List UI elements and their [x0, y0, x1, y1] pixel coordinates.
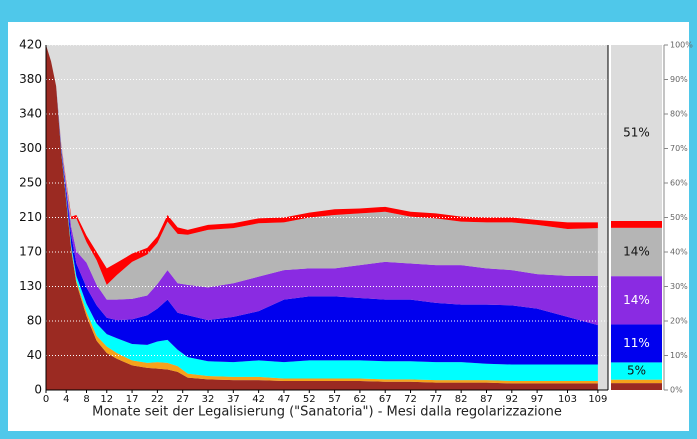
x-tick-label: 103: [558, 394, 577, 405]
share-segment: [611, 324, 662, 363]
y2-tick-label: 30%: [670, 282, 688, 291]
x-tick-label: 87: [480, 394, 493, 405]
y-tick-label: 380: [19, 72, 42, 86]
area: [46, 45, 598, 285]
y-tick-label: 250: [19, 176, 42, 190]
x-tick-label: 4: [63, 394, 69, 405]
y2-tick-label: 10%: [670, 351, 688, 360]
area: [46, 45, 598, 390]
area: [46, 45, 598, 326]
share-segment: [611, 276, 662, 325]
x-tick-label: 92: [505, 394, 518, 405]
y2-tick-label: 70%: [670, 144, 688, 153]
share-segment: [611, 383, 662, 390]
x-tick-label: 12: [100, 394, 113, 405]
x-tick-label: 17: [126, 394, 139, 405]
y-tick-label: 0: [34, 383, 42, 397]
y2-tick-label: 0%: [670, 386, 683, 395]
x-tick-label: 57: [328, 394, 341, 405]
x-axis-label: Monate seit der Legalisierung ("Sanatori…: [92, 405, 562, 420]
share-segment: [611, 362, 662, 380]
x-tick-label: 82: [455, 394, 468, 405]
x-tick-label: 8: [83, 394, 89, 405]
area: [46, 45, 598, 300]
share-label: 14%: [623, 293, 650, 307]
y2-tick-label: 80%: [670, 110, 688, 119]
y-tick-label: 420: [19, 38, 42, 52]
x-tick-label: 77: [429, 394, 442, 405]
y-tick-label: 210: [19, 210, 42, 224]
y-tick-label: 340: [19, 107, 42, 121]
y-tick-label: 130: [19, 279, 42, 293]
share-segment: [611, 45, 662, 221]
share-label: 51%: [623, 125, 650, 139]
x-tick-label: 32: [202, 394, 215, 405]
y2-tick-label: 100%: [670, 41, 693, 50]
x-tick-label: 67: [379, 394, 392, 405]
y-tick-label: 300: [19, 141, 42, 155]
y-tick-label: 40: [27, 348, 42, 362]
x-tick-label: 47: [278, 394, 291, 405]
area: [46, 45, 598, 365]
y-tick-label: 80: [27, 314, 42, 328]
y2-tick-label: 90%: [670, 75, 688, 84]
x-tick-label: 97: [531, 394, 544, 405]
x-tick-label: 62: [354, 394, 367, 405]
share-segment: [611, 379, 662, 384]
y2-tick-label: 20%: [670, 317, 688, 326]
x-tick-label: 72: [404, 394, 417, 405]
y2-tick-label: 60%: [670, 179, 688, 188]
x-tick-label: 27: [176, 394, 189, 405]
x-tick-label: 52: [303, 394, 316, 405]
x-tick-label: 42: [252, 394, 265, 405]
y-tick-label: 170: [19, 245, 42, 259]
share-label: 11%: [623, 336, 650, 350]
y2-tick-label: 40%: [670, 248, 688, 257]
x-tick-label: 22: [151, 394, 164, 405]
share-label: 14%: [623, 245, 650, 259]
share-label: 5%: [627, 364, 646, 378]
y2-tick-label: 50%: [670, 213, 688, 222]
share-segment: [611, 227, 662, 277]
share-segment: [611, 220, 662, 228]
x-tick-label: 0: [43, 394, 49, 405]
x-tick-label: 37: [227, 394, 240, 405]
x-tick-label: 109: [588, 394, 607, 405]
